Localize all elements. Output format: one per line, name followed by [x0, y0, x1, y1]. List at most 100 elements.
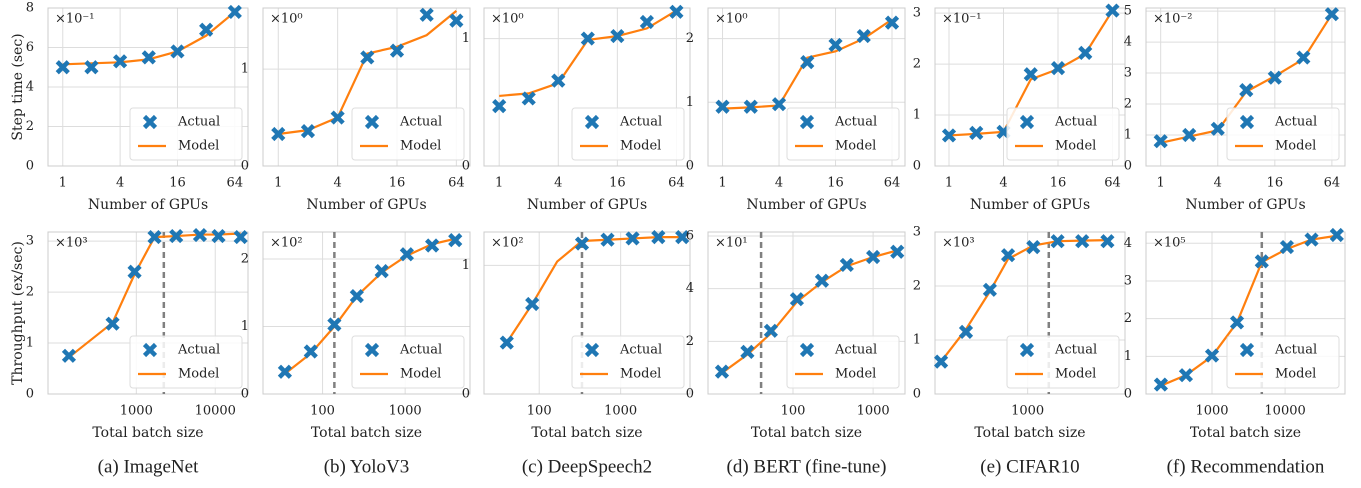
- legend-label: Model: [400, 367, 441, 382]
- y-tick-label: 4: [1124, 35, 1132, 50]
- marker-x: [142, 342, 158, 358]
- marker-x: [1153, 134, 1168, 149]
- marker-x: [789, 292, 805, 307]
- y-tick-label: 4: [1124, 236, 1132, 251]
- y-tick-label: 5: [1124, 4, 1132, 19]
- y-tick-label: 0: [1124, 387, 1132, 402]
- x-axis-label: Number of GPUs: [88, 197, 208, 213]
- marker-x: [771, 97, 787, 112]
- x-axis-label: Number of GPUs: [306, 197, 426, 213]
- panel-caption: (a) ImageNet: [98, 456, 199, 477]
- x-tick-label: 4: [999, 176, 1007, 191]
- marker-x: [958, 324, 974, 339]
- y-tick-label: 4: [26, 80, 34, 95]
- x-tick-label: 16: [169, 176, 186, 191]
- marker-x: [580, 31, 595, 46]
- panel-caption: (e) CIFAR10: [980, 456, 1079, 477]
- legend-label: Model: [835, 139, 876, 154]
- marker-x: [763, 323, 778, 338]
- marker-x: [639, 14, 654, 30]
- y-tick-label: 1: [241, 62, 249, 77]
- marker-x: [300, 124, 316, 139]
- y-tick-label: 0: [686, 387, 694, 402]
- marker-x: [374, 264, 389, 279]
- marker-x: [1267, 70, 1282, 85]
- marker-x: [105, 316, 120, 331]
- model-line: [940, 239, 1108, 363]
- marker-x: [584, 114, 600, 130]
- x-tick-label: 64: [884, 176, 901, 191]
- y-tick-label: 3: [913, 225, 921, 240]
- marker-x: [969, 125, 984, 140]
- legend-label: Model: [400, 139, 441, 154]
- x-tick-label: 16: [1267, 176, 1284, 191]
- x-tick-label: 10000: [1264, 404, 1305, 419]
- x-tick-label: 100: [781, 404, 806, 419]
- x-tick-label: 10000: [195, 404, 236, 419]
- legend-label: Actual: [1054, 343, 1097, 358]
- x-tick-label: 4: [775, 176, 783, 191]
- marker-x: [170, 44, 185, 59]
- marker-x: [941, 128, 957, 143]
- marker-x: [715, 99, 730, 114]
- x-tick-label: 16: [389, 176, 406, 191]
- y-tick-label: 2: [913, 57, 921, 72]
- y-tick-label: 0: [462, 159, 470, 174]
- marker-x: [551, 73, 566, 88]
- x-tick-label: 1000: [604, 404, 637, 419]
- marker-x: [1182, 127, 1197, 143]
- marker-x: [364, 114, 380, 130]
- plot-frame: [483, 7, 691, 167]
- y-tick-label: 0: [241, 159, 249, 174]
- marker-x: [799, 342, 815, 358]
- model-line: [505, 236, 683, 344]
- legend-label: Actual: [834, 343, 877, 358]
- marker-x: [113, 54, 128, 69]
- x-axis-label: Total batch size: [311, 425, 422, 441]
- marker-x: [610, 28, 625, 44]
- x-tick-label: 1: [274, 176, 282, 191]
- marker-x: [425, 238, 440, 253]
- x-tick-label: 100: [527, 404, 552, 419]
- marker-x: [142, 114, 158, 130]
- plot-frame: [934, 231, 1126, 395]
- marker-x: [233, 230, 248, 245]
- y-tick-label: 6: [686, 228, 694, 243]
- marker-x: [499, 335, 514, 350]
- y-tick-label: 1: [26, 336, 34, 351]
- y-tick-label: 3: [1124, 273, 1132, 288]
- x-axis-label: Total batch size: [92, 425, 203, 441]
- marker-x: [227, 4, 242, 20]
- multiplier: ×10⁻¹: [55, 12, 95, 27]
- legend-label: Model: [178, 139, 219, 154]
- y-tick-label: 1: [1124, 128, 1132, 143]
- marker-x: [675, 230, 690, 245]
- legend-label: Actual: [1274, 115, 1317, 130]
- multiplier: ×10³: [942, 236, 975, 251]
- plot-frame: [47, 7, 249, 167]
- y-tick-label: 2: [1124, 311, 1132, 326]
- y-tick-label: 1: [462, 31, 470, 46]
- multiplier: ×10⁰: [715, 12, 748, 27]
- marker-x: [1153, 377, 1169, 392]
- marker-x: [584, 342, 600, 358]
- marker-x: [714, 364, 730, 379]
- marker-x: [1023, 67, 1038, 82]
- marker-x: [800, 55, 815, 70]
- y-tick-label: 8: [26, 1, 34, 16]
- x-tick-label: 16: [827, 176, 844, 191]
- x-tick-label: 64: [448, 176, 465, 191]
- marker-x: [740, 344, 755, 359]
- legend-label: Actual: [1054, 115, 1097, 130]
- multiplier: ×10²: [270, 236, 303, 251]
- legend-label: Model: [1275, 139, 1316, 154]
- marker-x: [360, 50, 375, 65]
- marker-x: [866, 249, 881, 265]
- x-axis-label: Number of GPUs: [1185, 197, 1305, 213]
- y-tick-label: 1: [686, 95, 694, 110]
- panel-caption: (f) Recommendation: [1167, 456, 1325, 477]
- x-tick-label: 1: [718, 176, 726, 191]
- marker-x: [669, 4, 684, 19]
- x-tick-label: 100: [310, 404, 335, 419]
- marker-x: [1050, 234, 1065, 249]
